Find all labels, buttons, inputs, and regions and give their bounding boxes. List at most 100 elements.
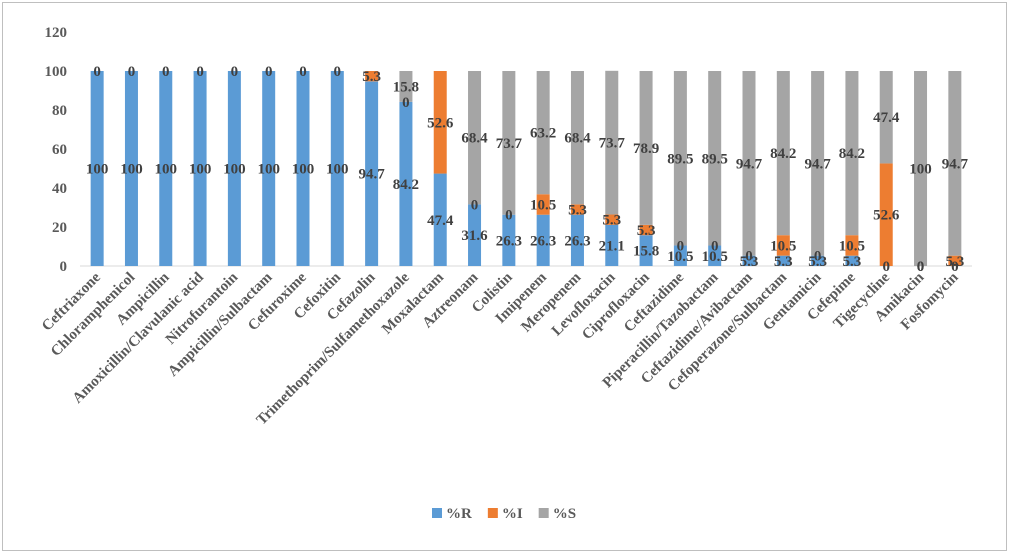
bar-segment xyxy=(433,71,447,174)
data-label: 10.5 xyxy=(770,238,796,254)
data-label: 5.3 xyxy=(740,254,759,270)
bar-segment xyxy=(776,71,790,236)
bar-segment xyxy=(845,235,859,256)
data-label: 100 xyxy=(189,162,212,178)
bar-segment xyxy=(468,71,482,205)
bar-segment xyxy=(90,71,104,266)
bar-segment xyxy=(708,245,722,266)
data-label: 0 xyxy=(162,64,170,80)
legend-swatch xyxy=(538,508,549,518)
y-tick-label: 40 xyxy=(52,181,67,197)
bar-segment xyxy=(845,255,859,266)
data-label: 0 xyxy=(505,208,513,224)
data-label: 0 xyxy=(745,249,753,265)
data-label: 63.2 xyxy=(530,126,556,142)
data-label: 84.2 xyxy=(770,146,796,162)
data-label: 0 xyxy=(265,64,273,80)
data-label: 100 xyxy=(155,162,178,178)
data-label: 100 xyxy=(326,162,349,178)
data-label: 26.3 xyxy=(530,233,556,249)
data-label: 5.3 xyxy=(637,223,656,239)
data-label: 100 xyxy=(223,162,246,178)
data-label: 0 xyxy=(917,259,925,275)
bar-segment xyxy=(399,71,413,102)
data-label: 0 xyxy=(402,95,410,111)
data-label: 5.3 xyxy=(568,203,587,219)
bar-segment xyxy=(124,71,138,266)
bar-segment xyxy=(742,71,756,256)
bar-segment xyxy=(365,71,379,82)
data-label: 5.3 xyxy=(602,213,621,229)
bar-segment xyxy=(879,163,893,266)
bar-segment xyxy=(296,71,310,266)
bar-segment xyxy=(639,71,653,225)
data-label: 84.2 xyxy=(839,146,865,162)
legend: %R %I %S xyxy=(432,506,576,522)
bar-segment xyxy=(605,224,619,266)
bar-segment xyxy=(570,214,584,266)
category-labels: CeftriaxoneChloramphenicolAmpicillinAmox… xyxy=(39,269,962,428)
data-label: 15.8 xyxy=(633,244,659,260)
data-label: 5.3 xyxy=(843,254,862,270)
legend-label: %S xyxy=(553,506,576,522)
data-label: 0 xyxy=(677,239,685,255)
y-tick-label: 20 xyxy=(52,220,67,236)
data-label: 94.7 xyxy=(804,156,831,172)
bar-segment xyxy=(570,71,584,205)
data-label: 78.9 xyxy=(633,141,659,157)
data-label: 10.5 xyxy=(839,238,865,254)
data-label: 5.3 xyxy=(774,254,793,270)
data-label: 68.4 xyxy=(461,131,488,147)
bar-segment xyxy=(536,71,550,195)
data-label: 0 xyxy=(128,64,136,80)
data-label: 100 xyxy=(120,162,143,178)
data-label: 10.5 xyxy=(702,249,728,265)
data-label: 0 xyxy=(951,259,959,275)
bar-segment xyxy=(845,71,859,236)
bar-segment xyxy=(570,204,584,215)
data-label: 52.6 xyxy=(873,208,900,224)
bar-segment xyxy=(742,255,756,266)
data-label: 94.7 xyxy=(942,156,969,172)
data-label: 5.3 xyxy=(362,69,381,85)
y-tick-label: 100 xyxy=(45,64,68,80)
data-label: 0 xyxy=(299,64,307,80)
data-label: 5.3 xyxy=(808,254,827,270)
data-label: 0 xyxy=(917,259,925,275)
y-tick-label: 60 xyxy=(52,142,67,158)
data-label: 21.1 xyxy=(599,238,625,254)
data-label: 0 xyxy=(196,64,204,80)
y-tick-label: 0 xyxy=(60,259,68,275)
bar-segment xyxy=(536,194,550,215)
data-label: 47.4 xyxy=(873,110,900,126)
bar-segment xyxy=(502,71,516,215)
data-label: 26.3 xyxy=(496,233,522,249)
bar-segment xyxy=(605,214,619,225)
bar-segment xyxy=(811,255,825,266)
bars xyxy=(90,70,962,267)
data-label: 0 xyxy=(814,249,822,265)
data-label: 5.3 xyxy=(945,254,964,270)
y-tick-label: 120 xyxy=(45,25,68,41)
legend-swatch xyxy=(432,508,442,518)
bar-segment xyxy=(776,255,790,266)
bar-segment xyxy=(708,71,722,246)
bar-segment xyxy=(330,71,344,266)
legend-label: %I xyxy=(502,506,523,522)
bar-segment xyxy=(193,71,207,266)
bar-segment xyxy=(639,235,653,266)
data-label: 47.4 xyxy=(427,213,454,229)
data-label: 0 xyxy=(231,64,239,80)
data-label: 73.7 xyxy=(496,136,523,152)
y-tick-label: 80 xyxy=(52,103,67,119)
bar-segment xyxy=(468,204,482,266)
data-label: 31.6 xyxy=(461,228,488,244)
data-label: 10.5 xyxy=(530,197,556,213)
data-label: 15.8 xyxy=(393,79,419,95)
data-label: 84.2 xyxy=(393,177,419,193)
bar-segment xyxy=(673,245,687,266)
data-label: 89.5 xyxy=(702,151,728,167)
data-label: 10.5 xyxy=(667,249,693,265)
